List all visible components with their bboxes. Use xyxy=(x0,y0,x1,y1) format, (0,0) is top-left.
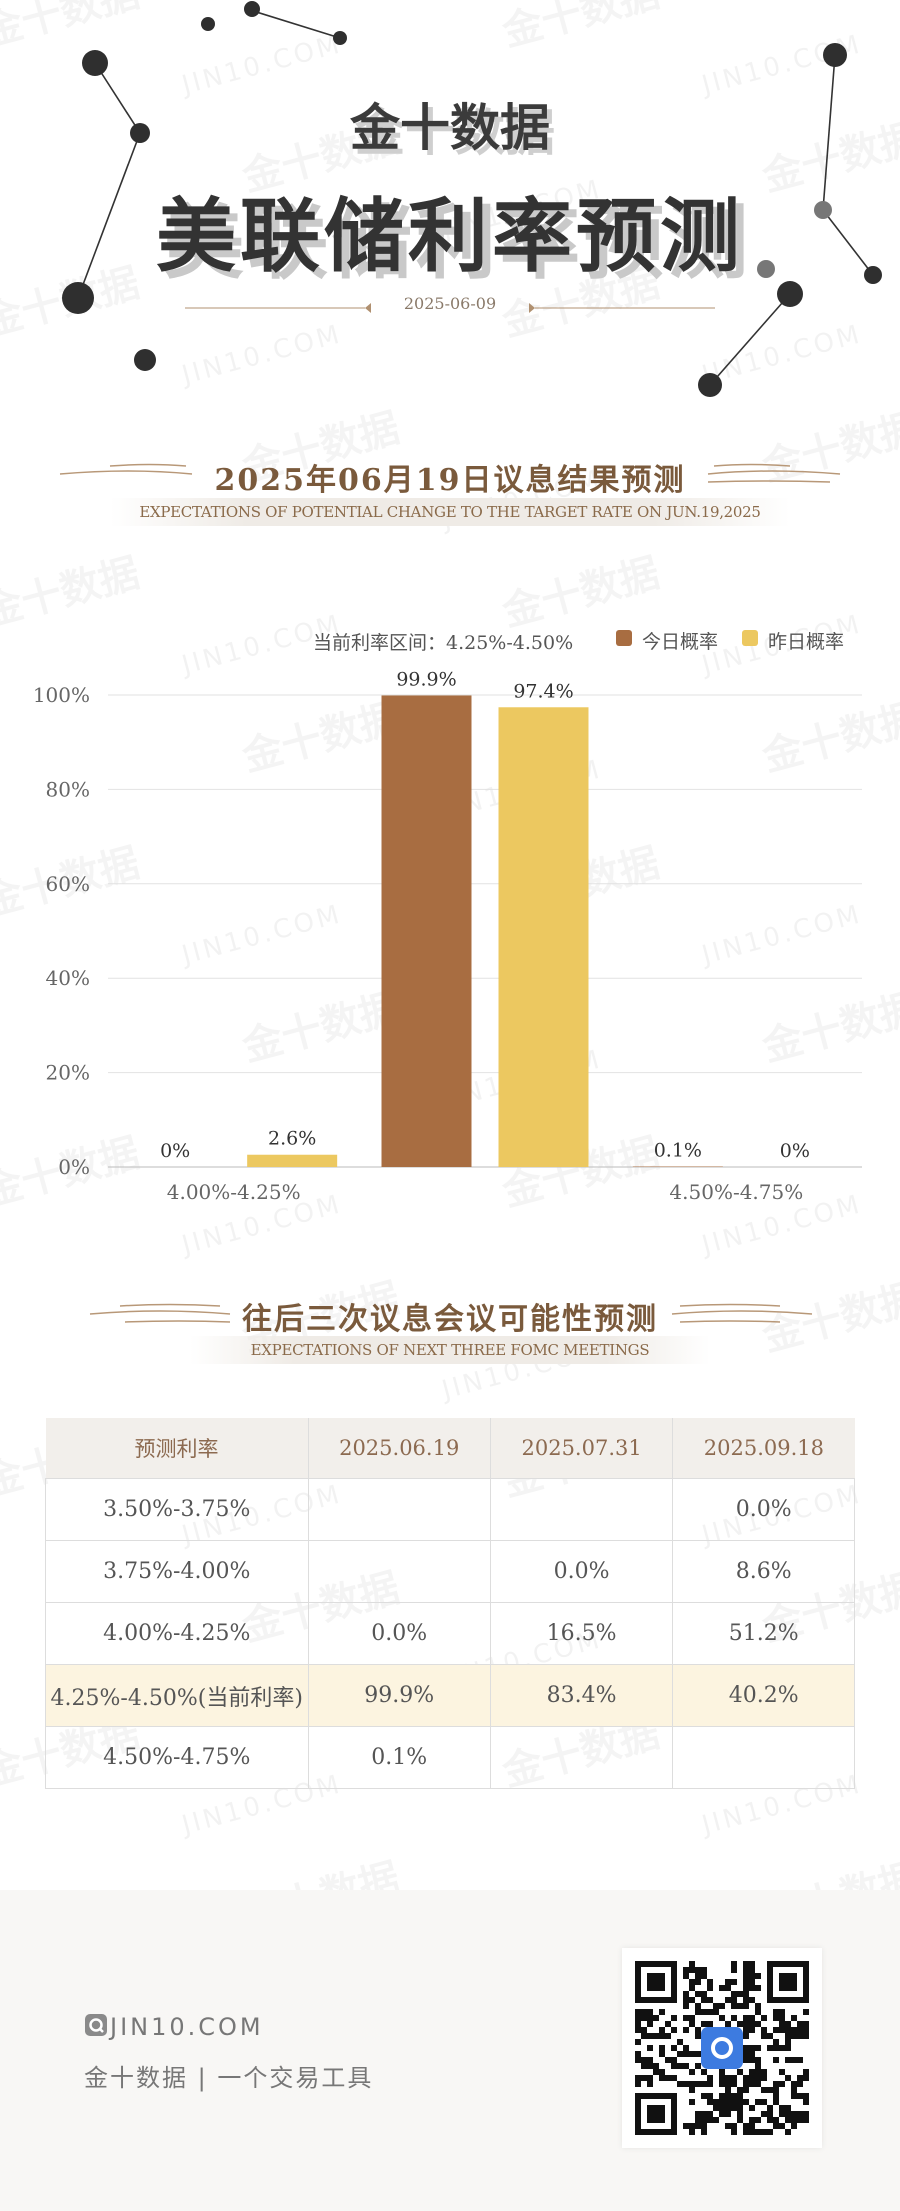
table-row: 3.50%-3.75% 0.0% xyxy=(45,1478,855,1541)
x-category-label: 4.50%-4.75% xyxy=(669,1180,803,1204)
probability-bar-chart: 0% 20% 40% 60% 80% 100% 0% 2.6% 4.00%-4.25% 99.9%… xyxy=(33,668,862,1204)
table-cell: 8.6% xyxy=(672,1540,855,1603)
y-tick-label: 20% xyxy=(46,1061,90,1085)
table-cell xyxy=(672,1726,855,1789)
section2-ornament xyxy=(89,1303,813,1323)
qr-code-frame xyxy=(622,1948,822,2148)
bar-value-label: 0% xyxy=(780,1140,810,1162)
constellation-decoration xyxy=(62,1,882,397)
y-tick-label: 0% xyxy=(58,1155,90,1179)
table-row: 3.75%-4.00% 0.0% 8.6% xyxy=(45,1540,855,1603)
table-cell: 16.5% xyxy=(489,1602,673,1665)
table-cell: 4.00%-4.25% xyxy=(45,1602,308,1665)
legend-today-label: 今日概率 xyxy=(642,631,719,653)
table-cell: 83.4% xyxy=(489,1664,673,1727)
legend-yesterday-swatch xyxy=(742,630,758,646)
table-row: 4.00%-4.25% 0.0% 16.5% 51.2% xyxy=(45,1602,855,1665)
table-cell: 40.2% xyxy=(672,1664,855,1727)
bar-value-label: 97.4% xyxy=(513,680,573,702)
table-header-cell: 2025.07.31 xyxy=(489,1418,673,1479)
section1-subtitle-band xyxy=(110,498,790,526)
table-header-cell: 2025.09.18 xyxy=(672,1418,855,1479)
table-cell: 0.0% xyxy=(672,1478,855,1541)
legend-today-swatch xyxy=(616,630,632,646)
y-tick-label: 80% xyxy=(46,777,90,801)
bar-yesterday xyxy=(247,1154,338,1167)
bar-value-label: 2.6% xyxy=(268,1128,316,1150)
table-cell: 0.1% xyxy=(307,1726,491,1789)
table-cell: 3.75%-4.00% xyxy=(45,1540,308,1603)
table-header-cell: 预测利率 xyxy=(45,1418,308,1479)
date-ornament xyxy=(185,303,715,313)
current-rate-label: 当前利率区间：4.25%-4.50% xyxy=(313,632,574,654)
page-title: 美联储利率预测 xyxy=(156,189,744,283)
bar-value-label: 0.1% xyxy=(654,1140,702,1162)
table-header-cell: 2025.06.19 xyxy=(307,1418,491,1479)
footer-url[interactable]: JIN10.COM xyxy=(110,2013,264,2041)
bar-value-label: 0% xyxy=(160,1140,190,1162)
brand-title: 金十数据 xyxy=(350,99,550,157)
bar-today xyxy=(381,695,472,1167)
report-date: 2025-06-09 xyxy=(403,294,497,313)
section2-subtitle-band xyxy=(190,1336,710,1364)
y-tick-label: 40% xyxy=(46,966,90,990)
table-cell xyxy=(307,1540,491,1603)
watermark-text: 金十数据 xyxy=(495,540,665,637)
table-header-row: 预测利率 2025.06.19 2025.07.31 2025.09.18 xyxy=(45,1418,855,1479)
x-category-label: 4.00%-4.25% xyxy=(167,1180,301,1204)
table-cell: 0.0% xyxy=(489,1540,673,1603)
legend-yesterday-label: 昨日概率 xyxy=(768,631,845,653)
table-cell xyxy=(489,1726,673,1789)
y-tick-label: 60% xyxy=(46,872,90,896)
table-cell: 4.50%-4.75% xyxy=(45,1726,308,1789)
y-tick-label: 100% xyxy=(33,683,90,707)
jin10-logo-icon xyxy=(85,2014,107,2036)
footer-tagline: 金十数据 | 一个交易工具 xyxy=(84,2064,374,2092)
section1-ornament xyxy=(59,463,841,483)
table-cell: 3.50%-3.75% xyxy=(45,1478,308,1541)
table-cell: 0.0% xyxy=(307,1602,491,1665)
section1-subtitle: EXPECTATIONS OF POTENTIAL CHANGE TO THE … xyxy=(139,503,761,521)
bar-yesterday xyxy=(498,707,589,1167)
table-cell xyxy=(489,1478,673,1541)
table-cell xyxy=(307,1478,491,1541)
bar-value-label: 99.9% xyxy=(396,668,456,690)
table-cell: 99.9% xyxy=(307,1664,491,1727)
table-cell: 4.25%-4.50%(当前利率) xyxy=(45,1664,308,1727)
qr-code[interactable] xyxy=(622,1948,822,2148)
table-cell: 51.2% xyxy=(672,1602,855,1665)
table-row: 4.50%-4.75% 0.1% xyxy=(45,1726,855,1789)
section2-title: 往后三次议息会议可能性预测 xyxy=(242,1302,658,1337)
section2-subtitle: EXPECTATIONS OF NEXT THREE FOMC MEETINGS xyxy=(250,1341,650,1359)
table-row-current-rate: 4.25%-4.50%(当前利率) 99.9% 83.4% 40.2% xyxy=(45,1664,855,1727)
watermark-text: 金十数据 xyxy=(0,540,145,637)
section1-title: 2025年06月19日议息结果预测 xyxy=(214,463,686,498)
fomc-prediction-table: 预测利率 2025.06.19 2025.07.31 2025.09.18 3.… xyxy=(45,1418,855,1789)
